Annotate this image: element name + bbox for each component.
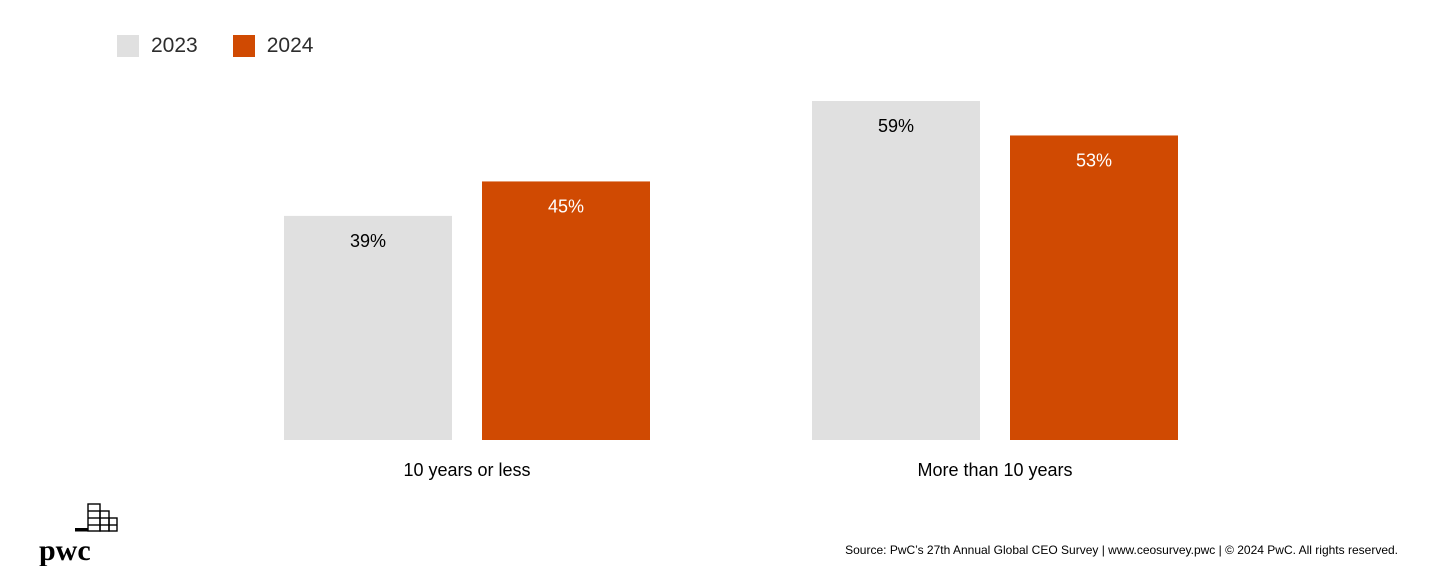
data-label-2023-0: 39% bbox=[350, 231, 386, 251]
data-label-2023-1: 59% bbox=[878, 116, 914, 136]
pwc-logo-icon: pwc bbox=[39, 503, 118, 566]
data-label-2024-1: 53% bbox=[1076, 150, 1112, 170]
bar-2024-0 bbox=[482, 181, 650, 440]
legend-item-2023: 2023 bbox=[117, 34, 198, 58]
legend-label-2024: 2024 bbox=[266, 34, 314, 57]
legend-item-2024: 2024 bbox=[232, 34, 314, 58]
bar-2023-1 bbox=[812, 101, 980, 440]
chart-legend: 2023 2024 bbox=[117, 34, 348, 58]
legend-label-2023: 2023 bbox=[151, 34, 198, 57]
category-label-1: More than 10 years bbox=[917, 460, 1072, 480]
category-label-0: 10 years or less bbox=[403, 460, 530, 480]
data-label-2024-0: 45% bbox=[548, 196, 584, 216]
bar-2024-1 bbox=[1010, 135, 1178, 440]
legend-swatch-2023 bbox=[117, 35, 139, 57]
legend-swatch-2024 bbox=[232, 35, 255, 57]
source-note: Source: PwC’s 27th Annual Global CEO Sur… bbox=[845, 543, 1398, 557]
bar-2023-0 bbox=[284, 215, 452, 440]
pwc-logo-text: pwc bbox=[39, 534, 91, 566]
